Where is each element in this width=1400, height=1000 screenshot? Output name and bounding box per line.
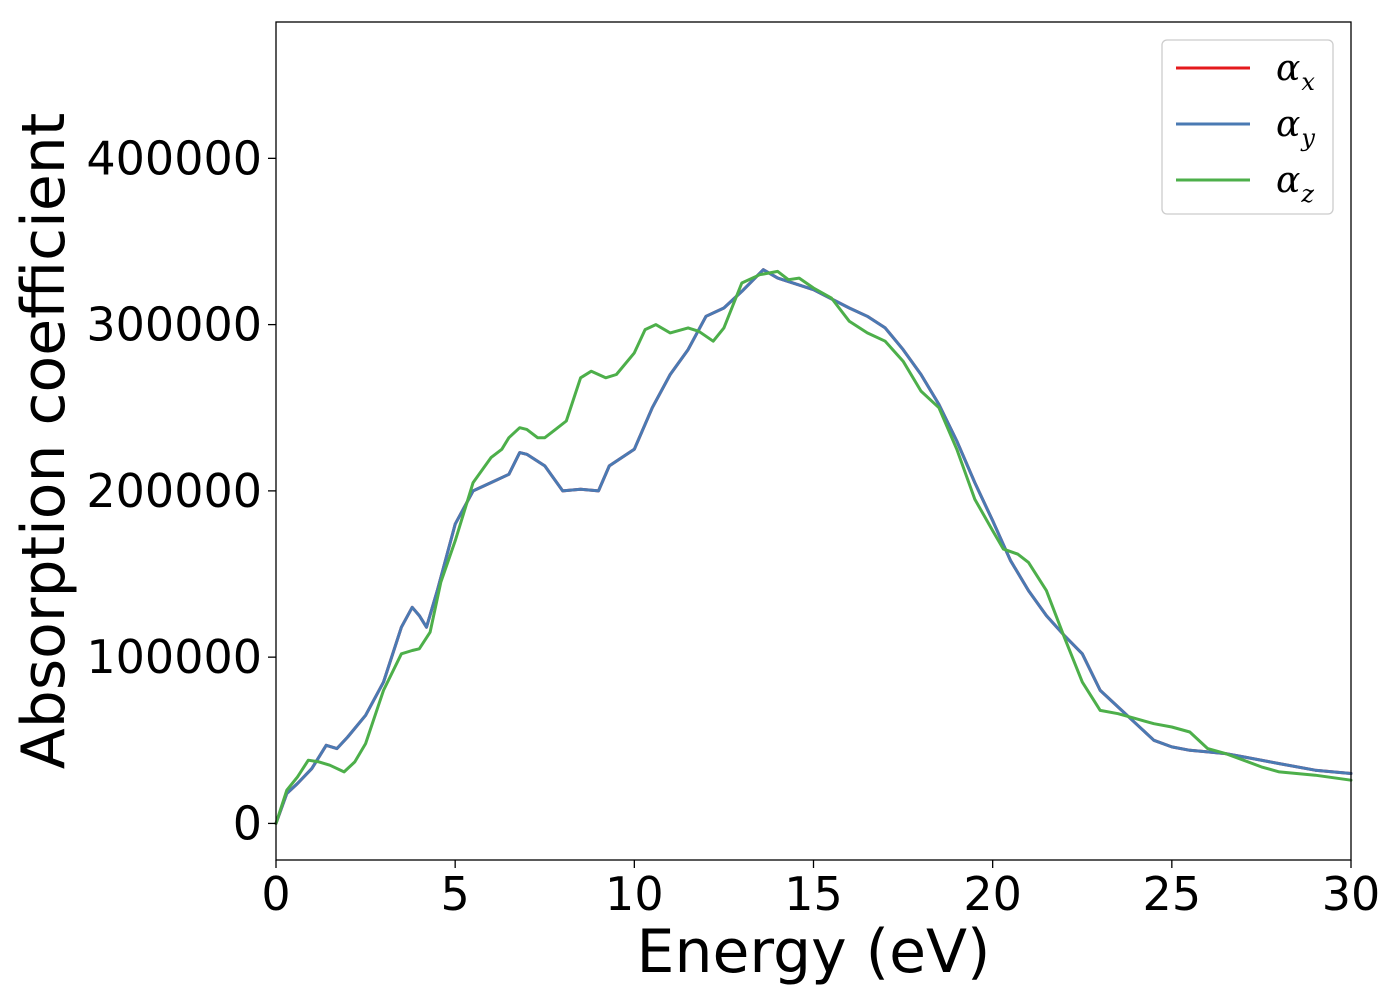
series-line-y bbox=[274, 268, 1353, 825]
x-tick-label: 5 bbox=[441, 867, 470, 921]
x-tick-label: 30 bbox=[1322, 867, 1381, 921]
legend-entry-y: αy bbox=[1276, 104, 1315, 152]
x-tick-label: 15 bbox=[784, 867, 843, 921]
y-tick-label: 200000 bbox=[86, 464, 262, 518]
legend: αx αy αz bbox=[1161, 39, 1334, 215]
y-axis-label: Absorption coefficient bbox=[9, 113, 79, 770]
y-tick-label: 400000 bbox=[86, 131, 262, 185]
x-tick-label: 0 bbox=[261, 867, 290, 921]
x-axis: 0 5 10 15 20 25 30 bbox=[261, 860, 1380, 921]
x-axis-label: Energy (eV) bbox=[637, 917, 991, 987]
y-tick-label: 100000 bbox=[86, 630, 262, 684]
legend-entry-z: αz bbox=[1276, 160, 1314, 208]
series-line-z bbox=[274, 269, 1353, 825]
x-tick-label: 10 bbox=[605, 867, 664, 921]
y-axis: 0 100000 200000 300000 400000 bbox=[86, 131, 276, 850]
x-tick-label: 20 bbox=[963, 867, 1022, 921]
legend-entry-x: αx bbox=[1276, 48, 1315, 96]
y-tick-label: 0 bbox=[233, 796, 262, 850]
x-tick-label: 25 bbox=[1143, 867, 1202, 921]
series-layer bbox=[274, 268, 1353, 825]
y-tick-label: 300000 bbox=[86, 298, 262, 352]
legend-box bbox=[1161, 39, 1334, 215]
